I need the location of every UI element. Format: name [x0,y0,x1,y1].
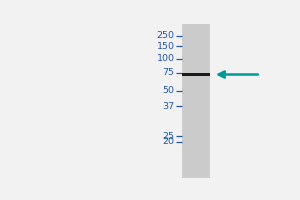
Text: 75: 75 [163,68,175,77]
Text: 50: 50 [163,86,175,95]
Text: 150: 150 [157,42,175,51]
Text: 250: 250 [157,31,175,40]
Text: 100: 100 [157,54,175,63]
Text: 20: 20 [163,137,175,146]
Text: 25: 25 [163,132,175,141]
Text: 37: 37 [163,102,175,111]
Bar [182,73,210,76]
Bar [182,24,210,178]
